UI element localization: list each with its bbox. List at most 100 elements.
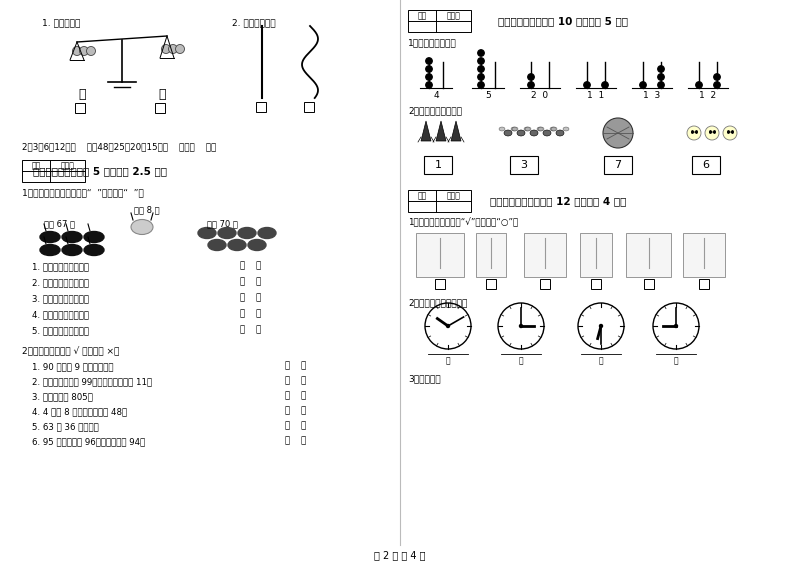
Circle shape <box>603 118 633 148</box>
Ellipse shape <box>538 127 544 131</box>
Text: 2、3、6、12、（    ）、48；25、20、15、（    ）、（    ）。: 2、3、6、12、（ ）、48；25、20、15、（ ）、（ ）。 <box>22 142 216 151</box>
Text: 3: 3 <box>521 160 527 170</box>
Text: 黑兔 67 只: 黑兔 67 只 <box>44 219 75 228</box>
Text: （    ）: （ ） <box>285 391 306 400</box>
Bar <box>75 103 85 113</box>
Circle shape <box>674 324 678 328</box>
Circle shape <box>169 45 178 54</box>
Text: 得分: 得分 <box>418 11 426 20</box>
Bar <box>540 279 550 289</box>
Circle shape <box>528 74 534 80</box>
Text: 评卷人: 评卷人 <box>446 191 461 200</box>
Ellipse shape <box>504 130 512 136</box>
Bar <box>408 190 471 212</box>
Bar <box>643 279 654 289</box>
Ellipse shape <box>248 240 266 250</box>
Bar <box>524 233 566 277</box>
Ellipse shape <box>62 245 82 255</box>
Circle shape <box>528 82 534 88</box>
Circle shape <box>714 82 720 88</box>
Bar <box>256 102 266 112</box>
Bar <box>699 279 709 289</box>
Text: 2、写出钟面上的时刻。: 2、写出钟面上的时刻。 <box>408 298 467 307</box>
Circle shape <box>425 303 471 349</box>
Circle shape <box>658 74 664 80</box>
Text: 2. 黑兔比灰兔少得多。: 2. 黑兔比灰兔少得多。 <box>32 278 89 287</box>
Polygon shape <box>451 121 461 141</box>
Bar <box>626 233 671 277</box>
Bar <box>408 10 471 32</box>
Text: （    ）: （ ） <box>240 261 262 270</box>
Ellipse shape <box>228 240 246 250</box>
Bar <box>486 279 496 289</box>
Circle shape <box>73 46 82 55</box>
Bar <box>580 233 612 277</box>
Text: 得分: 得分 <box>418 191 426 200</box>
Circle shape <box>426 58 432 64</box>
Ellipse shape <box>499 127 505 131</box>
Circle shape <box>696 82 702 88</box>
Circle shape <box>640 82 646 88</box>
Text: 评卷人: 评卷人 <box>446 11 461 20</box>
Ellipse shape <box>556 130 564 136</box>
Circle shape <box>478 50 484 56</box>
Ellipse shape <box>551 127 557 131</box>
Circle shape <box>578 303 624 349</box>
Text: 1. 白兔比黑兔少得多。: 1. 白兔比黑兔少得多。 <box>32 262 89 271</box>
Circle shape <box>584 82 590 88</box>
Text: 2、数一数，连一连。: 2、数一数，连一连。 <box>408 106 462 115</box>
Circle shape <box>687 126 701 140</box>
Text: （    ）: （ ） <box>285 436 306 445</box>
Text: 3. 八十五写作 805。: 3. 八十五写作 805。 <box>32 392 93 401</box>
Circle shape <box>446 324 450 328</box>
Circle shape <box>426 66 432 72</box>
Text: 2. 哪根长一些？: 2. 哪根长一些？ <box>232 18 276 27</box>
Text: 4. 4 个十 8 个一组成的数是 48。: 4. 4 个十 8 个一组成的数是 48。 <box>32 407 127 416</box>
Bar <box>424 156 452 174</box>
Text: 五、对与错（本题共 5 分，每题 2.5 分）: 五、对与错（本题共 5 分，每题 2.5 分） <box>33 166 167 176</box>
Circle shape <box>723 126 737 140</box>
Ellipse shape <box>537 127 543 131</box>
Ellipse shape <box>530 130 538 136</box>
Polygon shape <box>421 121 431 141</box>
Circle shape <box>79 46 89 55</box>
Circle shape <box>498 303 544 349</box>
Circle shape <box>86 46 95 55</box>
Circle shape <box>426 82 432 88</box>
Text: 7: 7 <box>614 160 622 170</box>
Ellipse shape <box>525 127 531 131</box>
Circle shape <box>478 66 484 72</box>
Circle shape <box>478 58 484 64</box>
Bar <box>435 279 445 289</box>
Ellipse shape <box>198 228 216 238</box>
Text: 4: 4 <box>433 91 439 100</box>
Text: 2  0: 2 0 <box>531 91 549 100</box>
Ellipse shape <box>131 219 153 234</box>
Ellipse shape <box>40 232 60 242</box>
Bar <box>476 233 506 277</box>
Circle shape <box>599 324 602 328</box>
Text: 3、连一连。: 3、连一连。 <box>408 374 441 383</box>
Text: 🐥: 🐥 <box>78 88 86 101</box>
Ellipse shape <box>84 245 104 255</box>
Bar <box>304 102 314 112</box>
Bar <box>683 233 725 277</box>
Text: 4. 灰兔比黑兔多一些。: 4. 灰兔比黑兔多一些。 <box>32 310 89 319</box>
Bar <box>692 156 720 174</box>
Text: 七、看图说话（本题共 12 分，每题 4 分）: 七、看图说话（本题共 12 分，每题 4 分） <box>490 196 626 206</box>
Text: （    ）: （ ） <box>240 293 262 302</box>
Text: 1  3: 1 3 <box>643 91 661 100</box>
Ellipse shape <box>238 228 256 238</box>
Bar <box>591 279 601 289</box>
Text: 3. 灰兔比白兔多得多。: 3. 灰兔比白兔多得多。 <box>32 294 89 303</box>
Ellipse shape <box>524 127 530 131</box>
Text: （    ）: （ ） <box>285 421 306 430</box>
Text: 时: 时 <box>674 356 678 365</box>
Ellipse shape <box>218 228 236 238</box>
Text: （    ）: （ ） <box>240 277 262 286</box>
Text: 6: 6 <box>702 160 710 170</box>
Circle shape <box>478 74 484 80</box>
Text: 第 2 页 共 4 页: 第 2 页 共 4 页 <box>374 550 426 560</box>
Text: 白兔 8 只: 白兔 8 只 <box>134 205 160 214</box>
Ellipse shape <box>550 127 556 131</box>
